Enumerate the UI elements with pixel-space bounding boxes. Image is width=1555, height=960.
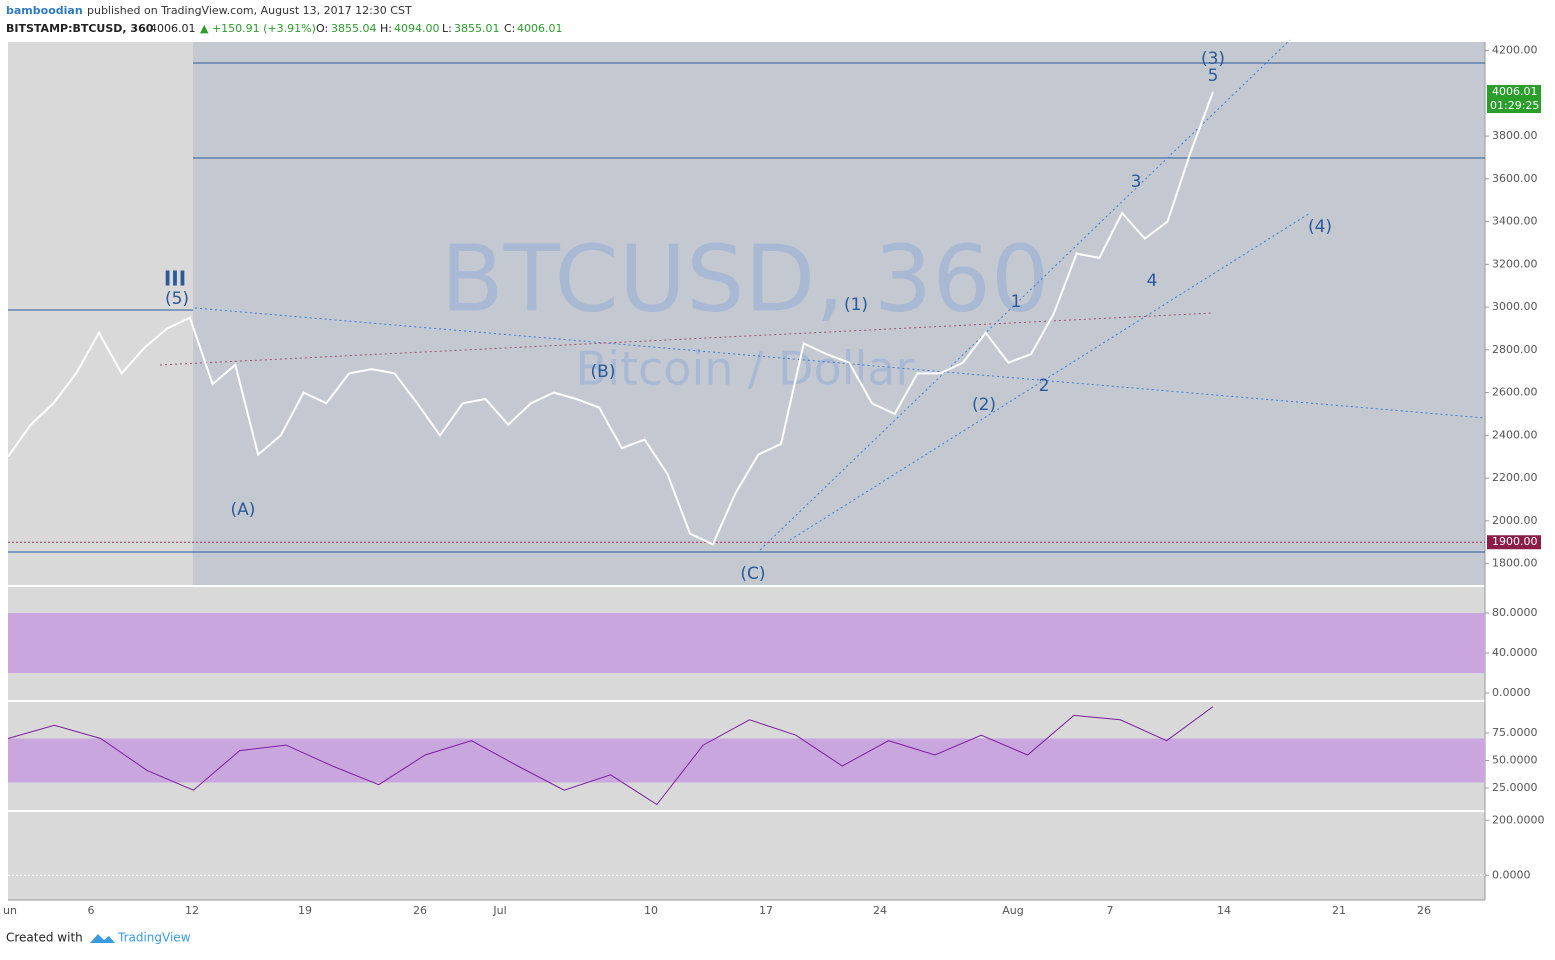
x-tick-label: 24 bbox=[873, 904, 887, 917]
x-tick-label: Jul bbox=[492, 904, 506, 917]
wave-label: (1) bbox=[844, 295, 868, 315]
price-label: 3400.00 bbox=[1492, 215, 1538, 228]
price-label: 0.0000 bbox=[1492, 686, 1531, 699]
x-tick-label: 26 bbox=[413, 904, 427, 917]
price-label: 2400.00 bbox=[1492, 428, 1538, 441]
watermark-sub: Bitcoin / Dollar bbox=[576, 342, 915, 396]
trend-line bbox=[159, 312, 1214, 366]
x-tick-label: 17 bbox=[759, 904, 773, 917]
price-label: 1800.00 bbox=[1492, 557, 1538, 570]
price-tag bbox=[1487, 85, 1541, 114]
price-label: 0.0000 bbox=[1492, 868, 1531, 881]
x-tick-label: 10 bbox=[644, 904, 658, 917]
wave-label: (5) bbox=[165, 289, 189, 309]
open-label: O: bbox=[316, 22, 328, 35]
last: 4006.01 bbox=[150, 22, 196, 35]
x-tick-label: 6 bbox=[88, 904, 95, 917]
watermark: BTCUSD, 360 bbox=[441, 225, 1050, 332]
x-tick-label: 14 bbox=[1217, 904, 1231, 917]
low-label: L: bbox=[442, 22, 452, 35]
footer: Created with TradingView bbox=[6, 931, 191, 945]
x-tick-label: 12 bbox=[185, 904, 199, 917]
x-tick-label: 19 bbox=[298, 904, 312, 917]
wave-label: (3) bbox=[1201, 49, 1225, 69]
price-label: 40.0000 bbox=[1492, 646, 1538, 659]
price-label: 2600.00 bbox=[1492, 386, 1538, 399]
x-tick-label: un bbox=[3, 904, 17, 917]
wave-label: III bbox=[164, 267, 186, 291]
channel-line bbox=[789, 212, 1311, 541]
selection-area bbox=[193, 42, 1485, 585]
low: 3855.01 bbox=[454, 22, 500, 35]
brand[interactable]: TradingView bbox=[117, 931, 191, 945]
price-label: 3800.00 bbox=[1492, 129, 1538, 142]
published: published on TradingView.com, August 13,… bbox=[87, 4, 412, 17]
x-tick-label: 26 bbox=[1417, 904, 1431, 917]
price-label: 3000.00 bbox=[1492, 300, 1538, 313]
price-label: 80.0000 bbox=[1492, 606, 1538, 619]
price-label: 2200.00 bbox=[1492, 471, 1538, 484]
wave-label: (A) bbox=[231, 500, 256, 520]
wave-label: 3 bbox=[1131, 172, 1142, 192]
level-label: 1900.00 bbox=[1492, 535, 1538, 548]
price-label: 2800.00 bbox=[1492, 343, 1538, 356]
wave-label: (B) bbox=[591, 362, 616, 382]
rsi-line bbox=[7, 706, 1214, 806]
countdown: 01:29:25 bbox=[1490, 99, 1539, 112]
wave-label: 2 bbox=[1039, 376, 1050, 396]
author[interactable]: bamboodian bbox=[6, 4, 83, 17]
trend-line bbox=[194, 307, 1486, 419]
price-label: 50.0000 bbox=[1492, 754, 1538, 767]
logo bbox=[90, 934, 115, 943]
high-label: H: bbox=[380, 22, 392, 35]
rsi-band bbox=[8, 738, 1485, 783]
close: 4006.01 bbox=[517, 22, 563, 35]
price-label: 3200.00 bbox=[1492, 257, 1538, 270]
wave-label: 5 bbox=[1208, 66, 1219, 86]
price-tag-label: 4006.01 bbox=[1492, 85, 1538, 98]
price-label: 3600.00 bbox=[1492, 172, 1538, 185]
price-label: 4200.00 bbox=[1492, 44, 1538, 57]
high: 4094.00 bbox=[394, 22, 440, 35]
x-tick-label: 21 bbox=[1332, 904, 1346, 917]
macd-pane bbox=[8, 812, 1485, 900]
wave-label: (C) bbox=[740, 564, 765, 584]
price-label: 25.0000 bbox=[1492, 781, 1538, 794]
stoch-band bbox=[8, 613, 1485, 673]
symbol: BITSTAMP:BTCUSD, 360 bbox=[6, 22, 154, 35]
wave-label: (2) bbox=[972, 395, 996, 415]
level-tag bbox=[1487, 535, 1541, 550]
price-label: 75.0000 bbox=[1492, 726, 1538, 739]
price-label: 200.0000 bbox=[1492, 813, 1545, 826]
price-line bbox=[7, 91, 1214, 546]
wave-label: (4) bbox=[1308, 217, 1332, 237]
wave-label: 1 bbox=[1011, 292, 1022, 312]
created-with: Created with bbox=[6, 931, 83, 945]
price-label: 2000.00 bbox=[1492, 514, 1538, 527]
change: ▲ +150.91 (+3.91%) bbox=[200, 22, 316, 35]
wave-label: 4 bbox=[1147, 271, 1158, 291]
close-label: C: bbox=[504, 22, 515, 35]
header: bamboodian published on TradingView.com,… bbox=[6, 4, 563, 35]
x-tick-label: 7 bbox=[1107, 904, 1114, 917]
open: 3855.04 bbox=[331, 22, 377, 35]
x-tick-label: Aug bbox=[1002, 904, 1023, 917]
